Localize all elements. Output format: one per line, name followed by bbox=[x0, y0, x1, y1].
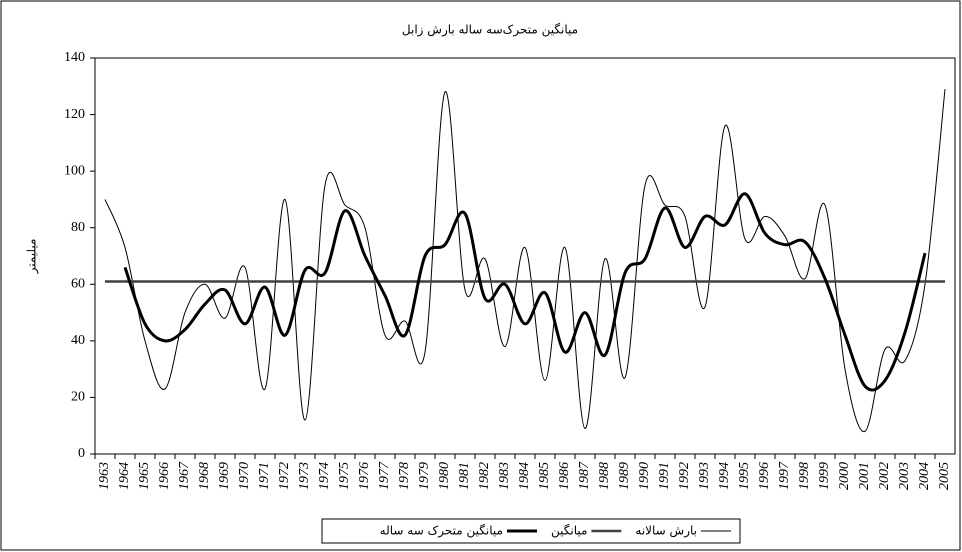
x-tick-label: 1980 bbox=[437, 462, 452, 490]
x-tick-label: 1967 bbox=[177, 461, 192, 490]
x-tick-label: 1998 bbox=[797, 462, 812, 490]
x-tick-label: 1982 bbox=[477, 462, 492, 490]
y-tick-label: 140 bbox=[64, 50, 85, 65]
x-tick-label: 1990 bbox=[637, 462, 652, 490]
x-tick-label: 1993 bbox=[697, 462, 712, 490]
y-tick-label: 120 bbox=[64, 107, 85, 122]
x-tick-label: 1987 bbox=[577, 461, 592, 490]
x-tick-label: 1985 bbox=[537, 462, 552, 490]
x-tick-label: 1970 bbox=[237, 462, 252, 490]
x-tick-label: 1992 bbox=[677, 462, 692, 490]
x-tick-label: 1971 bbox=[257, 462, 272, 490]
x-tick-label: 1964 bbox=[117, 462, 132, 490]
x-tick-label: 1974 bbox=[317, 462, 332, 490]
x-tick-label: 2005 bbox=[937, 462, 952, 490]
y-tick-label: 80 bbox=[71, 220, 85, 235]
x-tick-label: 1963 bbox=[97, 462, 112, 490]
x-tick-label: 1981 bbox=[457, 462, 472, 490]
legend-label: بارش سالانه bbox=[635, 524, 697, 539]
x-tick-label: 1968 bbox=[197, 462, 212, 490]
x-tick-label: 2001 bbox=[857, 462, 872, 490]
chart-title: میانگین متحرک‌سه ساله بارش زابل bbox=[402, 23, 578, 38]
legend-label: میانگین متحرک سه ساله bbox=[380, 524, 503, 539]
x-tick-label: 1972 bbox=[277, 462, 292, 490]
x-tick-label: 1999 bbox=[817, 462, 832, 490]
x-tick-label: 1979 bbox=[417, 462, 432, 490]
x-tick-label: 1966 bbox=[157, 462, 172, 490]
x-tick-label: 2002 bbox=[877, 462, 892, 490]
x-tick-label: 1978 bbox=[397, 462, 412, 490]
x-tick-label: 1965 bbox=[137, 462, 152, 490]
x-tick-label: 1995 bbox=[737, 462, 752, 490]
x-tick-label: 1988 bbox=[597, 462, 612, 490]
y-tick-label: 0 bbox=[78, 446, 85, 461]
y-tick-label: 100 bbox=[64, 163, 85, 178]
x-tick-label: 1989 bbox=[617, 462, 632, 490]
y-tick-label: 20 bbox=[71, 390, 85, 405]
legend-label: میانگین bbox=[551, 524, 587, 539]
x-tick-label: 1976 bbox=[357, 462, 372, 490]
x-tick-label: 1984 bbox=[517, 462, 532, 490]
x-tick-label: 2000 bbox=[837, 462, 852, 490]
x-tick-label: 1986 bbox=[557, 462, 572, 490]
x-tick-label: 2003 bbox=[897, 462, 912, 490]
x-tick-label: 1973 bbox=[297, 462, 312, 490]
y-tick-label: 40 bbox=[71, 333, 85, 348]
x-tick-label: 1997 bbox=[777, 461, 792, 490]
y-axis-label: میلیمتر bbox=[25, 239, 40, 275]
series-line bbox=[123, 192, 927, 392]
x-tick-label: 1969 bbox=[217, 462, 232, 490]
x-tick-label: 2004 bbox=[917, 462, 932, 490]
x-tick-label: 1983 bbox=[497, 462, 512, 490]
y-tick-label: 60 bbox=[71, 277, 85, 292]
x-tick-label: 1991 bbox=[657, 462, 672, 490]
x-tick-label: 1975 bbox=[337, 462, 352, 490]
x-tick-label: 1996 bbox=[757, 462, 772, 490]
x-tick-label: 1977 bbox=[377, 461, 392, 490]
plot-area bbox=[94, 57, 956, 455]
x-tick-label: 1994 bbox=[717, 462, 732, 490]
series-line bbox=[104, 89, 946, 432]
